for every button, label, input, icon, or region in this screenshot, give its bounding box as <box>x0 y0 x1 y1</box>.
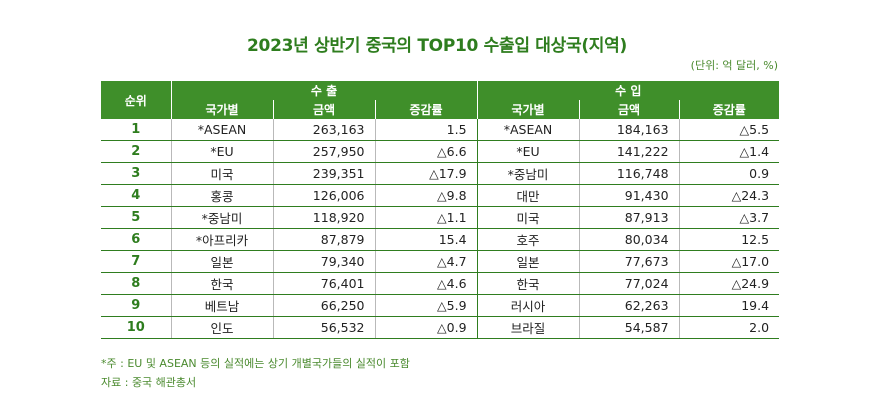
table-row: 6 *아프리카 87,879 15.4 호주 80,034 12.5 <box>101 228 780 251</box>
import-country-cell: 러시아 <box>476 294 580 317</box>
export-country-cell: *중남미 <box>170 206 273 229</box>
header-export-country: 국가별 <box>170 100 273 119</box>
table-row: 9 베트남 66,250 △5.9 러시아 62,263 19.4 <box>101 294 780 317</box>
trade-table: 순위 수 출 수 입 국가별 금액 증감률 국가별 금액 증감률 1 *ASEA… <box>101 81 780 339</box>
export-amount-cell: 263,163 <box>272 119 375 141</box>
export-change-cell: 1.5 <box>374 119 478 141</box>
import-country-cell: 호주 <box>476 228 580 251</box>
rank-cell: 6 <box>101 228 171 251</box>
rank-cell: 5 <box>101 206 171 229</box>
import-country-cell: *ASEAN <box>476 119 580 141</box>
export-change-cell: △1.1 <box>374 206 478 229</box>
table-row: 1 *ASEAN 263,163 1.5 *ASEAN 184,163 △5.5 <box>101 119 780 141</box>
export-change-cell: △5.9 <box>374 294 478 317</box>
export-change-cell: △0.9 <box>374 316 478 339</box>
export-country-cell: 홍콩 <box>170 184 273 207</box>
header-import: 수 입 <box>476 81 780 100</box>
import-change-cell: 2.0 <box>678 316 780 339</box>
header-import-change: 증감률 <box>678 100 780 119</box>
page-title: 2023년 상반기 중국의 TOP10 수출입 대상국(지역) <box>247 36 627 56</box>
export-amount-cell: 126,006 <box>272 184 375 207</box>
header-import-country: 국가별 <box>476 100 580 119</box>
import-change-cell: △1.4 <box>678 140 780 163</box>
import-change-cell: △17.0 <box>678 250 780 273</box>
rank-cell: 9 <box>101 294 171 317</box>
export-country-cell: 한국 <box>170 272 273 295</box>
export-amount-cell: 87,879 <box>272 228 375 251</box>
export-amount-cell: 56,532 <box>272 316 375 339</box>
header-row-top: 순위 수 출 수 입 <box>101 81 780 119</box>
table-row: 4 홍콩 126,006 △9.8 대만 91,430 △24.3 <box>101 184 780 207</box>
import-amount-cell: 80,034 <box>578 228 680 251</box>
export-change-cell: 15.4 <box>374 228 478 251</box>
export-change-cell: △6.6 <box>374 140 478 163</box>
source-note: 자료 : 중국 해관총서 <box>101 376 197 389</box>
table-row: 7 일본 79,340 △4.7 일본 77,673 △17.0 <box>101 250 780 273</box>
rank-cell: 3 <box>101 162 171 185</box>
export-country-cell: *ASEAN <box>170 119 273 141</box>
import-amount-cell: 141,222 <box>578 140 680 163</box>
import-country-cell: 미국 <box>476 206 580 229</box>
import-change-cell: 0.9 <box>678 162 780 185</box>
import-country-cell: *중남미 <box>476 162 580 185</box>
table-row: 10 인도 56,532 △0.9 브라질 54,587 2.0 <box>101 316 780 339</box>
header-export: 수 출 <box>170 81 478 100</box>
import-country-cell: 대만 <box>476 184 580 207</box>
table-row: 5 *중남미 118,920 △1.1 미국 87,913 △3.7 <box>101 206 780 229</box>
export-country-cell: *EU <box>170 140 273 163</box>
import-amount-cell: 54,587 <box>578 316 680 339</box>
export-amount-cell: 239,351 <box>272 162 375 185</box>
rank-cell: 10 <box>101 316 171 339</box>
export-change-cell: △4.6 <box>374 272 478 295</box>
table-row: 2 *EU 257,950 △6.6 *EU 141,222 △1.4 <box>101 140 780 163</box>
export-country-cell: 미국 <box>170 162 273 185</box>
import-change-cell: △5.5 <box>678 119 780 141</box>
header-export-change: 증감률 <box>374 100 478 119</box>
import-amount-cell: 116,748 <box>578 162 680 185</box>
import-change-cell: △24.3 <box>678 184 780 207</box>
rank-cell: 7 <box>101 250 171 273</box>
export-change-cell: △9.8 <box>374 184 478 207</box>
import-amount-cell: 77,024 <box>578 272 680 295</box>
unit-label: (단위: 억 달러, %) <box>690 59 778 72</box>
export-country-cell: 일본 <box>170 250 273 273</box>
export-change-cell: △17.9 <box>374 162 478 185</box>
rank-cell: 1 <box>101 119 171 141</box>
footnote: *주 : EU 및 ASEAN 등의 실적에는 상기 개별국가들의 실적이 포함 <box>101 357 410 370</box>
import-change-cell: 12.5 <box>678 228 780 251</box>
export-country-cell: *아프리카 <box>170 228 273 251</box>
import-country-cell: 한국 <box>476 272 580 295</box>
export-amount-cell: 66,250 <box>272 294 375 317</box>
header-row-sub: 국가별 금액 증감률 국가별 금액 증감률 <box>101 100 780 119</box>
import-change-cell: △3.7 <box>678 206 780 229</box>
export-country-cell: 베트남 <box>170 294 273 317</box>
export-country-cell: 인도 <box>170 316 273 339</box>
rank-cell: 2 <box>101 140 171 163</box>
table-row: 3 미국 239,351 △17.9 *중남미 116,748 0.9 <box>101 162 780 185</box>
import-change-cell: 19.4 <box>678 294 780 317</box>
rank-cell: 4 <box>101 184 171 207</box>
header-import-amount: 금액 <box>578 100 680 119</box>
import-amount-cell: 77,673 <box>578 250 680 273</box>
rank-cell: 8 <box>101 272 171 295</box>
export-amount-cell: 118,920 <box>272 206 375 229</box>
import-change-cell: △24.9 <box>678 272 780 295</box>
table-row: 8 한국 76,401 △4.6 한국 77,024 △24.9 <box>101 272 780 295</box>
import-country-cell: 일본 <box>476 250 580 273</box>
import-amount-cell: 62,263 <box>578 294 680 317</box>
export-change-cell: △4.7 <box>374 250 478 273</box>
import-country-cell: *EU <box>476 140 580 163</box>
import-country-cell: 브라질 <box>476 316 580 339</box>
export-amount-cell: 257,950 <box>272 140 375 163</box>
header-rank: 순위 <box>101 81 171 119</box>
import-amount-cell: 87,913 <box>578 206 680 229</box>
header-export-amount: 금액 <box>272 100 375 119</box>
import-amount-cell: 184,163 <box>578 119 680 141</box>
import-amount-cell: 91,430 <box>578 184 680 207</box>
export-amount-cell: 79,340 <box>272 250 375 273</box>
export-amount-cell: 76,401 <box>272 272 375 295</box>
